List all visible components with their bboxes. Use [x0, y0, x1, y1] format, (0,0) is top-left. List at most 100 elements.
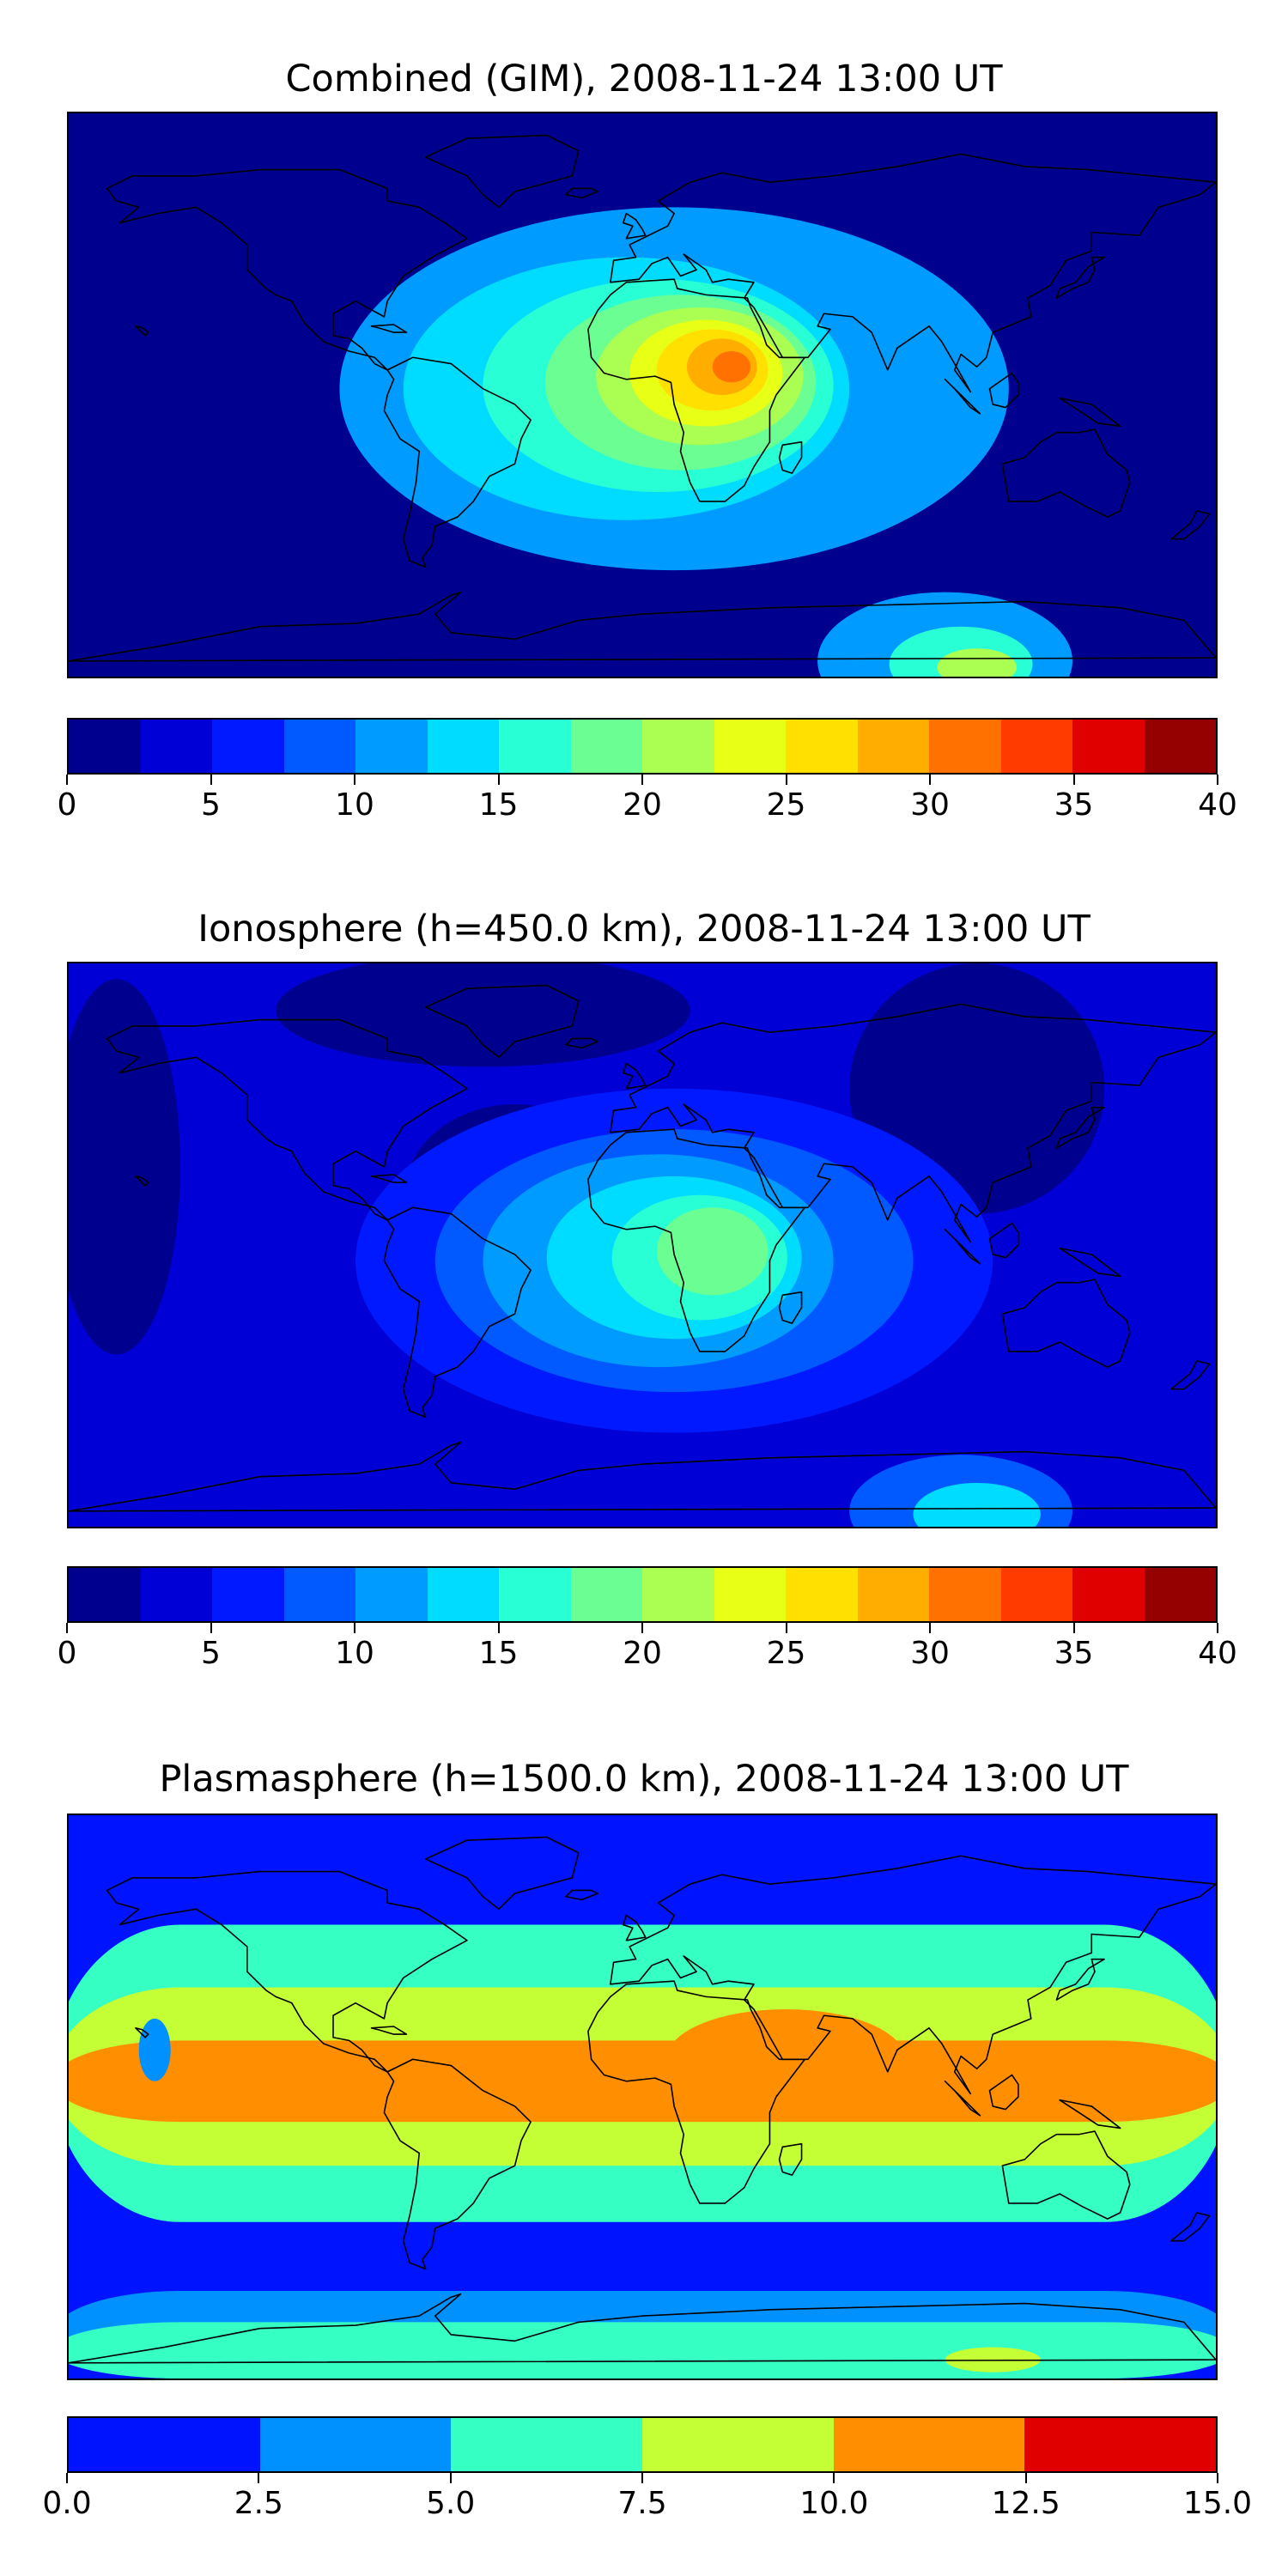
coastline-australia: [1002, 429, 1129, 517]
colorbar-tick-label: 5.0: [426, 2486, 476, 2521]
colorbar-segment: [929, 1568, 1001, 1621]
coastline-south-america: [384, 357, 531, 567]
coastline-south-america: [384, 2059, 531, 2269]
coastline-north-america: [107, 1020, 467, 1220]
panel-2-title: Ionosphere (h=450.0 km), 2008-11-24 13:0…: [197, 908, 1091, 951]
colorbar-tick-label: 5: [201, 787, 221, 823]
coastline-hawaii: [136, 1176, 149, 1186]
coastline-uk: [623, 214, 646, 239]
colorbar-tick-mark: [785, 775, 787, 785]
coastline-new-zealand: [1171, 1361, 1210, 1389]
coastline-japan: [1056, 1959, 1104, 2000]
colorbar-tick-label: 35: [1054, 1636, 1094, 1671]
colorbar-tick-mark: [497, 775, 500, 785]
colorbar-segment: [714, 1568, 786, 1621]
tec-contour-1: [69, 979, 180, 1355]
colorbar-segment: [1024, 2418, 1217, 2471]
coastline-japan: [1056, 258, 1104, 298]
panel-3-colorbar: [67, 2416, 1218, 2473]
colorbar-tick-label: 40: [1198, 787, 1237, 823]
panel-1-coastlines: [69, 113, 1216, 677]
coastline-europe-asia: [611, 154, 1216, 392]
colorbar-tick-mark: [641, 2473, 643, 2483]
colorbar-segment: [570, 720, 642, 773]
coastline-cuba: [372, 325, 407, 332]
panel-3-title: Plasmasphere (h=1500.0 km), 2008-11-24 1…: [159, 1758, 1129, 1801]
colorbar-segment: [69, 1568, 141, 1621]
colorbar-segment: [1000, 1568, 1072, 1621]
coastline-north-america: [107, 1872, 467, 2072]
colorbar-segment: [857, 1568, 929, 1621]
coastline-japan: [1056, 1108, 1104, 1148]
colorbar-tick-mark: [258, 2473, 260, 2483]
colorbar-tick-label: 25: [766, 787, 806, 823]
colorbar-segment: [929, 720, 1001, 773]
coastline-cuba: [372, 1175, 407, 1182]
colorbar-tick-mark: [785, 1623, 787, 1633]
panel-2-map: [67, 962, 1218, 1528]
colorbar-segment: [212, 1568, 284, 1621]
coastline-australia: [1002, 2131, 1129, 2219]
coastline-south-america: [384, 1207, 531, 1417]
colorbar-tick-mark: [833, 2473, 835, 2483]
colorbar-tick-label: 10: [335, 1636, 374, 1671]
colorbar-tick-mark: [1217, 2473, 1218, 2483]
coastline-new-guinea: [1060, 398, 1121, 427]
panel-2-colorbar: [67, 1566, 1218, 1623]
colorbar-tick-mark: [210, 775, 212, 785]
tec-contour-0: [138, 2018, 171, 2081]
coastline-europe-asia: [611, 1004, 1216, 1242]
colorbar-tick-mark: [66, 1623, 68, 1633]
colorbar-segment: [857, 720, 929, 773]
colorbar-tick-mark: [449, 2473, 452, 2483]
colorbar-segment: [642, 720, 714, 773]
tec-contour-9: [656, 1207, 769, 1296]
colorbar-segment: [1000, 720, 1072, 773]
colorbar-segment: [833, 2418, 1025, 2471]
colorbar-tick-label: 15: [478, 1636, 519, 1671]
colorbar-segment: [451, 2418, 643, 2471]
coastline-iceland: [566, 1890, 598, 1899]
coastline-uk: [623, 1916, 646, 1941]
colorbar-segment: [1144, 720, 1216, 773]
colorbar-segment: [69, 2418, 260, 2471]
colorbar-tick-mark: [354, 1623, 355, 1633]
colorbar-tick-mark: [497, 1623, 500, 1633]
coastline-iceland: [566, 1038, 598, 1048]
colorbar-tick-label: 25: [766, 1636, 806, 1671]
tec-contour-12: [937, 648, 1018, 677]
colorbar-tick-label: 10: [335, 787, 374, 823]
colorbar-tick-mark: [66, 2473, 68, 2483]
panel-3-tec-field: [69, 1815, 1216, 2379]
colorbar-segment: [69, 720, 141, 773]
panel-2-coastlines: [69, 963, 1216, 1527]
colorbar-segment: [1072, 720, 1145, 773]
coastline-antarctica: [69, 2294, 1216, 2363]
coastline-sumatra: [945, 2081, 981, 2116]
colorbar-segment: [283, 720, 355, 773]
colorbar-segment: [427, 1568, 499, 1621]
colorbar-tick-label: 5: [201, 1636, 221, 1671]
coastline-iceland: [566, 188, 598, 197]
colorbar-segment: [355, 1568, 428, 1621]
colorbar-tick-label: 7.5: [617, 2486, 667, 2521]
coastline-africa: [588, 1129, 805, 1352]
colorbar-tick-mark: [1072, 1623, 1075, 1633]
tec-band-4: [69, 2322, 1216, 2379]
colorbar-tick-label: 10.0: [799, 2486, 869, 2521]
panel-3-coastlines: [69, 1815, 1216, 2379]
panel-1-map: [67, 112, 1218, 678]
colorbar-segment: [355, 720, 428, 773]
coastline-greenland: [426, 136, 579, 208]
colorbar-segment: [140, 720, 212, 773]
colorbar-tick-mark: [66, 775, 68, 785]
tec-band-2: [69, 2040, 1216, 2123]
colorbar-tick-label: 15.0: [1182, 2486, 1253, 2521]
colorbar-tick-mark: [354, 775, 355, 785]
colorbar-tick-label: 15: [478, 787, 519, 823]
coastline-greenland: [426, 986, 579, 1058]
colorbar-tick-label: 20: [623, 787, 662, 823]
colorbar-segment: [570, 1568, 642, 1621]
coastline-new-guinea: [1060, 2100, 1121, 2129]
panel-1-title: Combined (GIM), 2008-11-24 13:00 UT: [285, 58, 1003, 100]
